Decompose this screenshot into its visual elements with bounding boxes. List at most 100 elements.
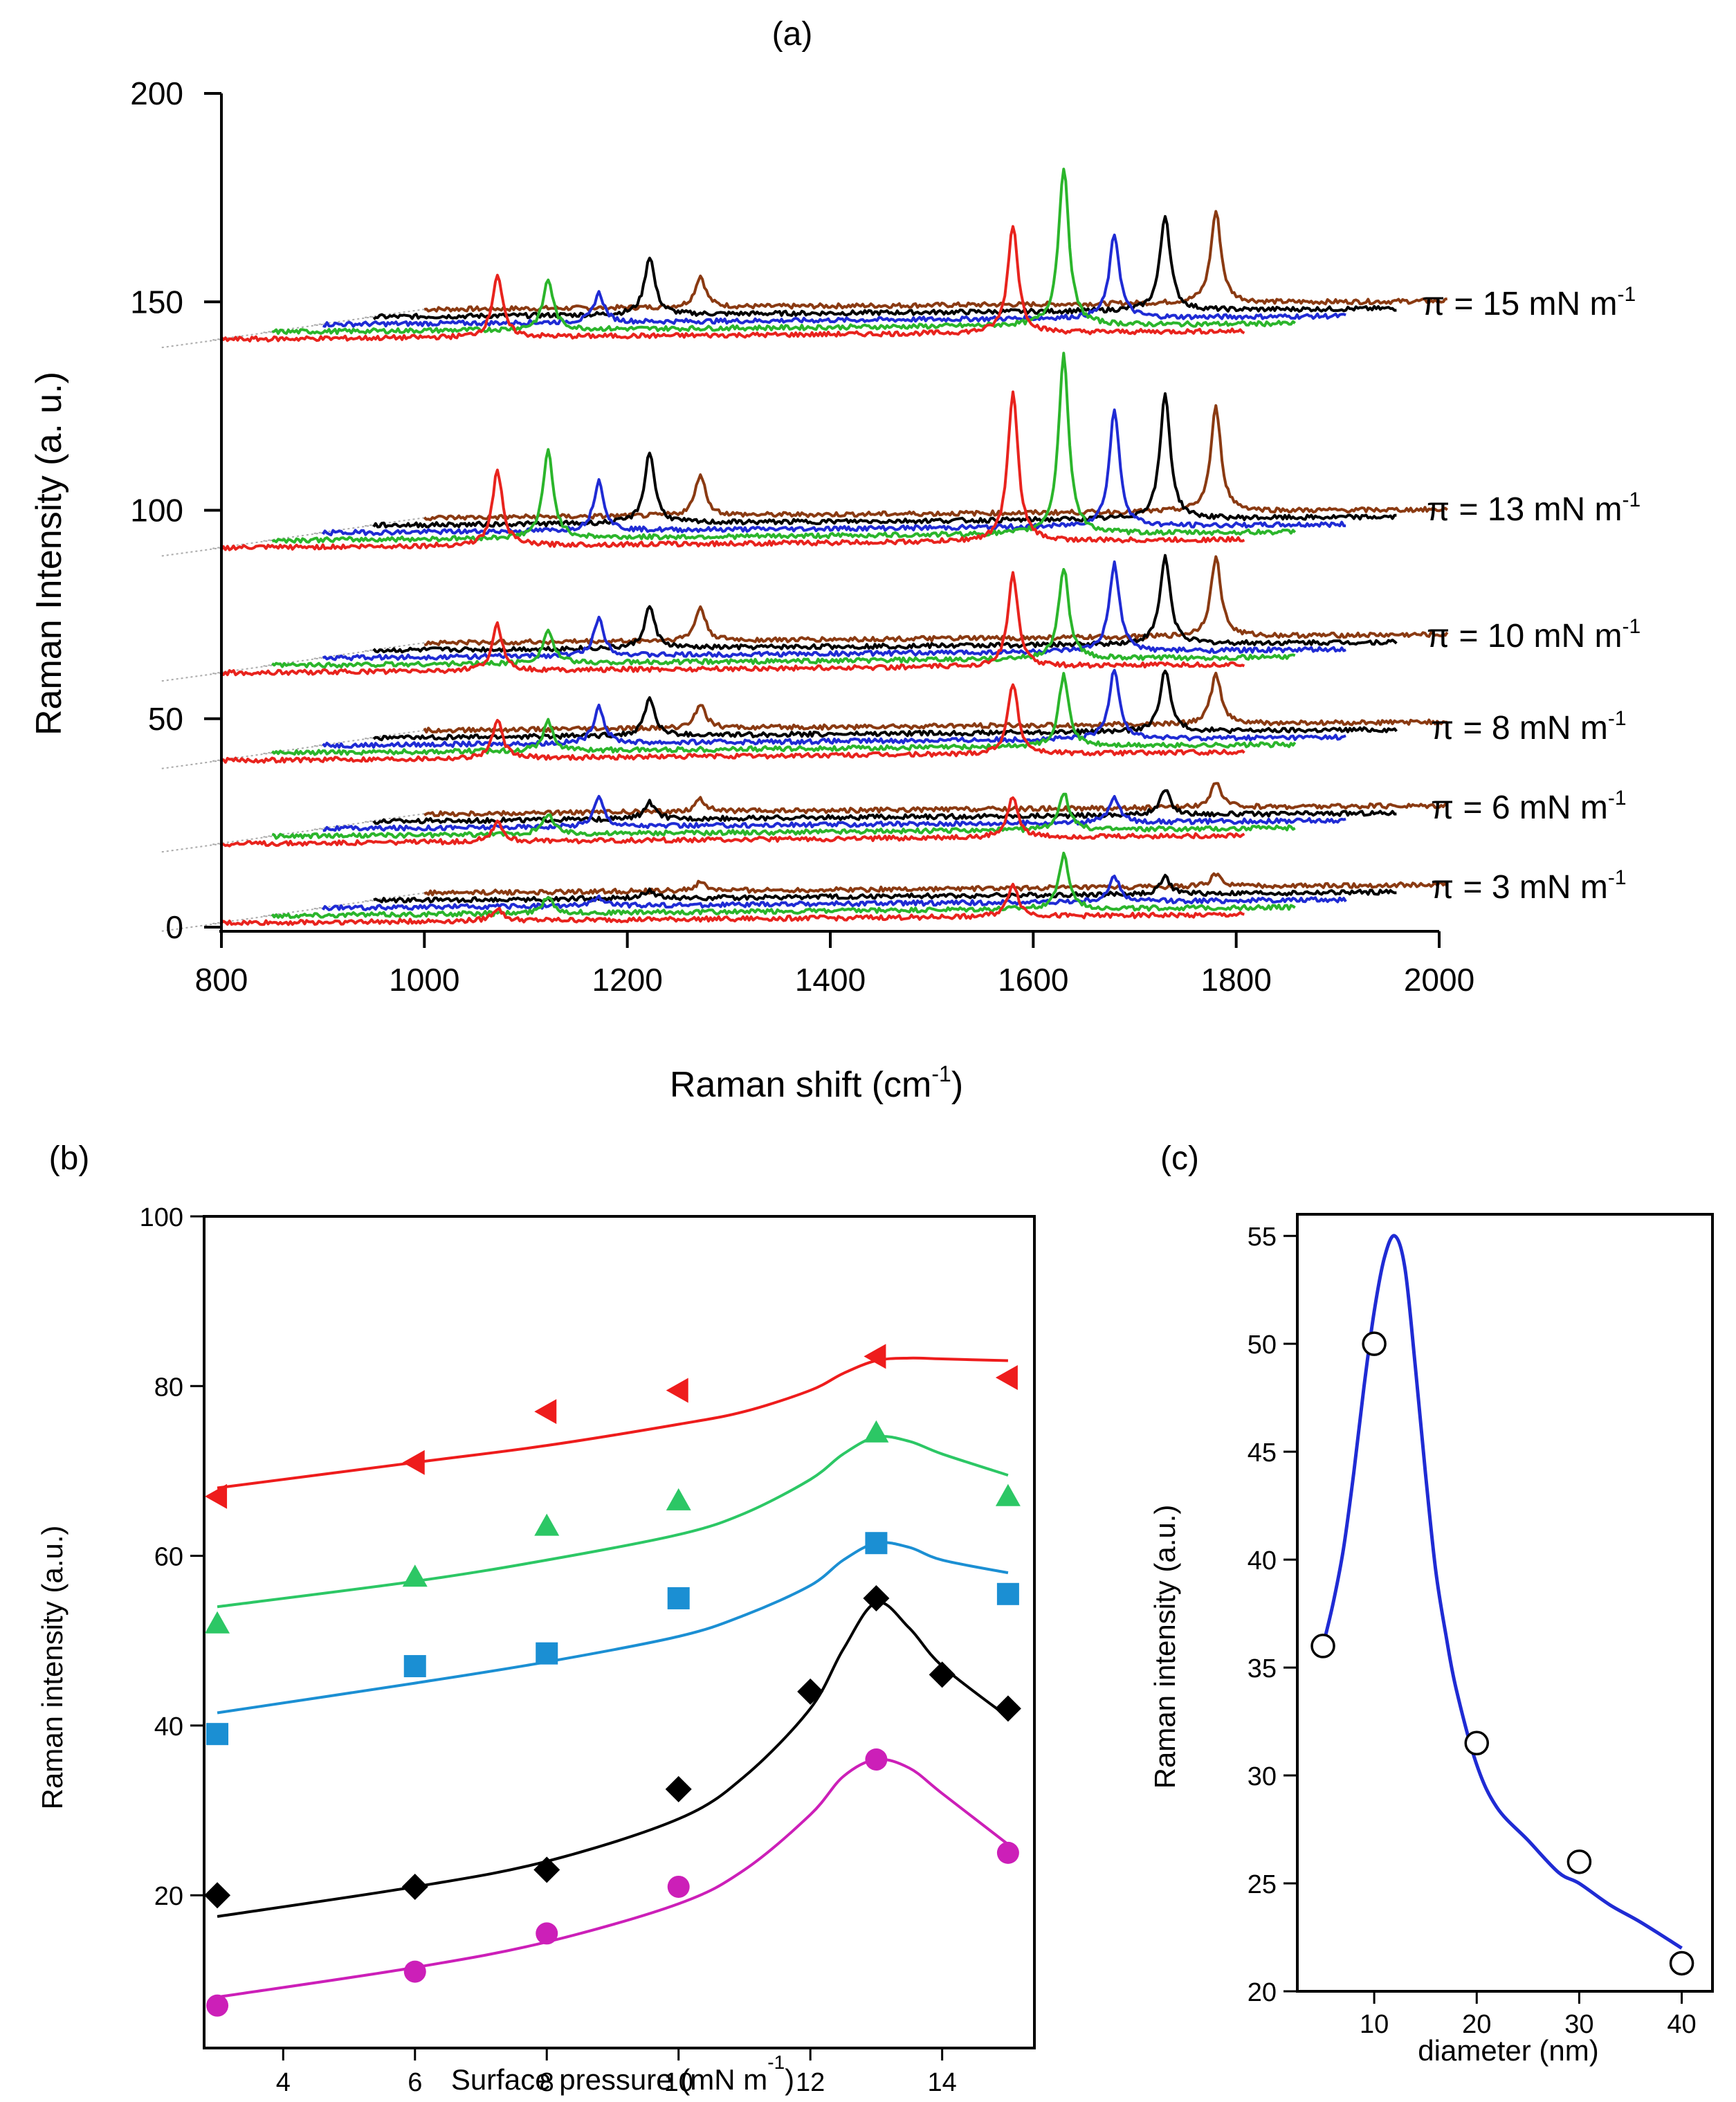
x-tick-label: 14 [928,2068,957,2097]
spectra-group-pi-6 [160,782,1448,853]
spectrum-line [372,554,1398,654]
guide-line [262,532,323,542]
data-point-red [864,1344,886,1369]
data-point-black [204,1882,231,1909]
x-tick-label: 1200 [592,962,662,998]
data-point-red [666,1378,688,1403]
plot-frame [1296,1213,1714,1993]
x-tick-label: 6 [408,2068,422,2097]
guide-line [363,517,425,527]
guide-line [262,744,323,755]
spectra-group-pi-13 [160,351,1449,557]
panel-b: (b) 20 40 60 80 100 4 6 8 10 12 14 Raman intensity… [36,1140,1036,2097]
spectrum-line [271,567,1296,669]
spectrum-line [372,392,1397,529]
guide-line [312,899,374,910]
y-tick-label: 45 [1248,1438,1277,1468]
guide-line [160,922,222,933]
data-point-red [534,1399,557,1425]
data-point-blue [996,1582,1019,1605]
panel-b-y-axis-title: Raman intensity (a.u.) [36,1526,68,1810]
data-point-green [864,1420,889,1443]
fit-line-blue [217,1541,1009,1715]
data-point-red [402,1450,425,1475]
y-tick-label: 150 [130,284,183,320]
guide-line [160,760,222,770]
panel-a-y-axis-title: Raman Intensity (a. u.) [29,372,69,735]
guide-line [312,649,374,659]
panel-b-plot: 20 40 60 80 100 4 6 8 10 12 14 [140,1203,1036,2097]
guide-line [160,672,222,682]
x-tick-label: 4 [276,2068,291,2097]
spectrum-line [322,233,1346,328]
guide-line [211,915,273,925]
pressure-label-15: π = 15 mN m-1 [1422,283,1636,322]
data-point-magenta [206,1994,229,2017]
data-point-green [995,1483,1021,1506]
spectrum-line [271,167,1297,336]
fit-line-green [217,1434,1009,1609]
y-tick-label: 30 [1248,1762,1277,1791]
data-point-black [665,1775,692,1802]
x-tick-label: 1600 [998,962,1068,998]
data-point-magenta [865,1748,888,1771]
panel-b-label: (b) [49,1140,90,1177]
spectrum-line [271,851,1296,920]
y-tick-label: 100 [130,493,183,529]
guide-line [262,828,323,838]
guide-line [312,524,374,535]
x-tick-label: 10 [664,2068,693,2097]
pressure-label-6: π = 6 mN m-1 [1431,787,1627,826]
panel-a-label: (a) [772,16,813,53]
pressure-labels: π = 15 mN m-1 π = 13 mN m-1 π = 10 mN m-… [1422,283,1641,906]
panel-a-x-axis-title: Raman shift (cm-1) [670,1061,963,1105]
plot-frame [203,1215,1036,2049]
guide-line [262,323,323,333]
guide-line [312,820,374,831]
spectrum-line [423,555,1449,647]
y-tick-label: 55 [1248,1223,1277,1252]
guide-line [160,338,222,349]
spectrum-line [321,875,1347,911]
y-tick-label: 100 [140,1203,183,1232]
spectra-group-pi-10 [160,554,1449,682]
spectrum-line [372,214,1397,320]
guide-line [363,309,425,319]
guide-line [160,547,222,557]
pressure-label-3: π = 3 mN m-1 [1431,866,1627,906]
data-point-green [205,1611,230,1634]
data-point-magenta [667,1875,690,1898]
fit-line-magenta [217,1757,1009,1999]
y-tick-label: 0 [165,909,183,945]
y-tick-label: 200 [130,75,183,111]
spectrum-line [220,390,1245,551]
panel-c-y-axis-title: Raman intensity (a.u.) [1149,1505,1181,1789]
x-tick-label: 1800 [1200,962,1271,998]
y-tick-label: 20 [154,1882,183,1911]
y-tick-label: 80 [154,1373,183,1402]
guide-line [363,729,425,740]
guide-line [211,835,273,846]
data-point-measured [1669,1950,1694,1976]
y-tick-label: 20 [1248,1978,1277,2007]
spectrum-line [221,796,1245,848]
data-point-red [205,1483,228,1509]
x-tick-label: 8 [540,2068,554,2097]
data-point-black [533,1856,560,1883]
x-tick-label: 12 [796,2068,825,2097]
guide-line [160,843,222,853]
guide-line [363,642,425,652]
spectrum-line [322,668,1346,749]
data-point-magenta [996,1841,1019,1864]
panel-c-label: (c) [1160,1140,1199,1177]
panel-c: (c) 20 25 30 35 40 45 50 55 10 20 30 40 Raman inten… [1149,1140,1714,2067]
data-point-green [402,1564,428,1587]
fit-line-red [217,1356,1008,1490]
pressure-label-10: π = 10 mN m-1 [1427,615,1641,655]
guide-line [312,737,374,747]
spectrum-line [423,404,1449,522]
data-point-measured [1310,1634,1335,1658]
panel-a-axes: 0 50 100 150 200 800 1000 1200 1400 1600 1800 2000 [130,75,1474,998]
spectra-group-pi-15 [160,167,1447,349]
